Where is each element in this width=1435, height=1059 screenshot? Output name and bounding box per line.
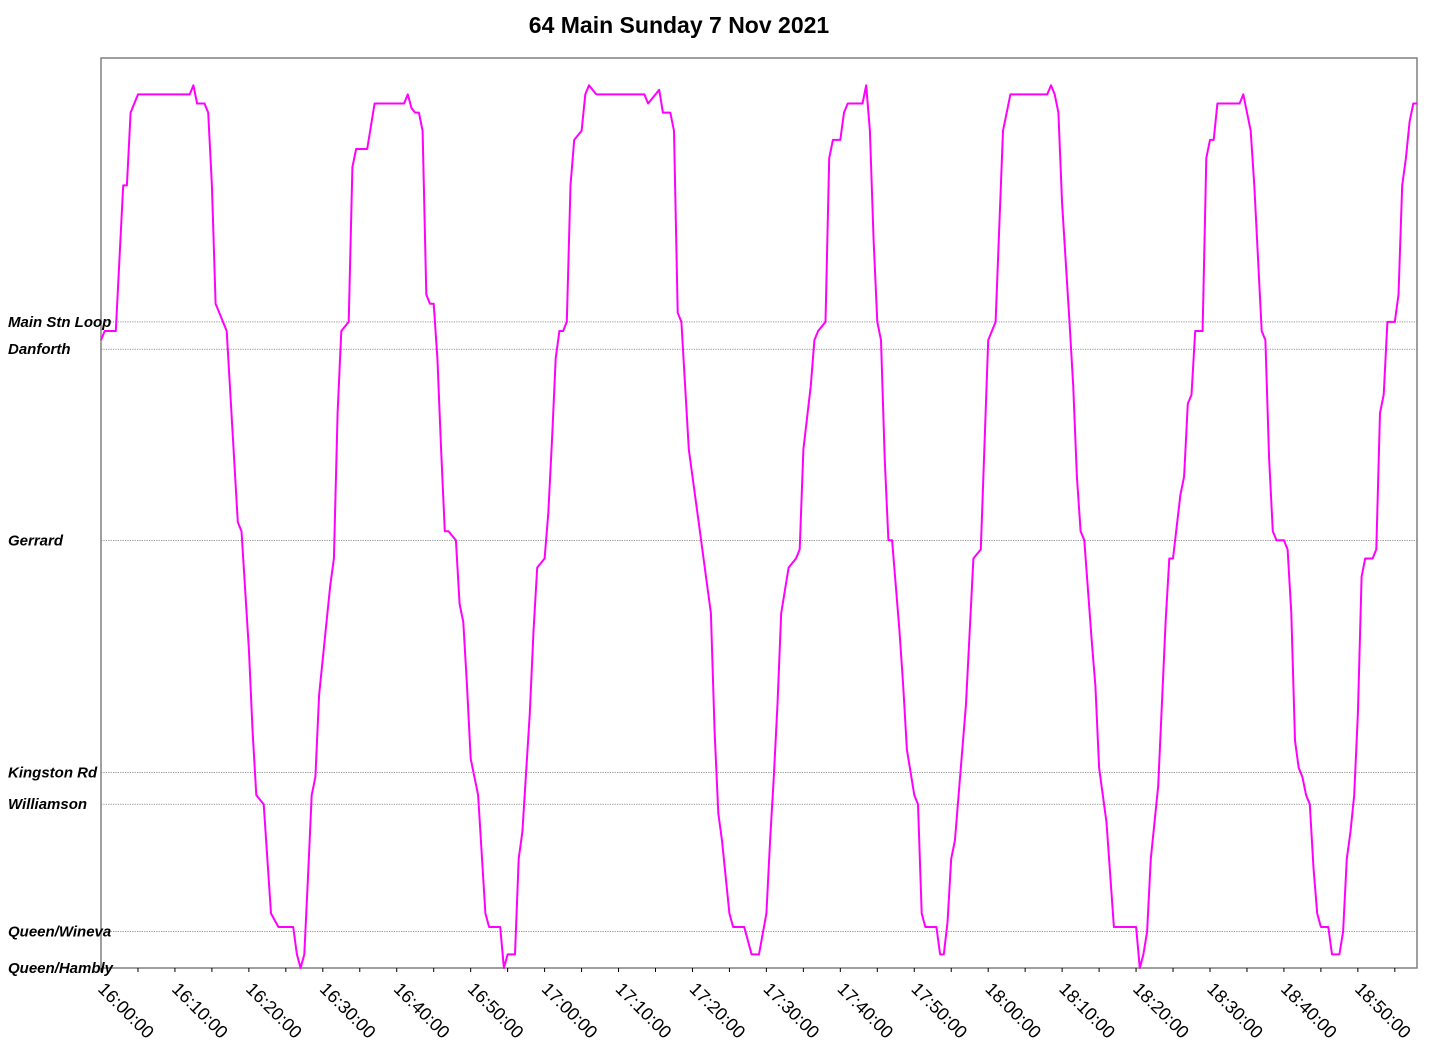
x-tick-label: 16:20:00 [242,979,306,1043]
stop-label: Gerrard [8,532,64,549]
y-axis-labels: Main Stn Loop Danforth Gerrard Kingston Rd W… [8,314,114,977]
x-tick-label: 18:50:00 [1351,979,1415,1043]
stop-label: Kingston Rd [8,764,98,781]
x-axis-ticks: 16:00:00 16:10:00 16:20:00 16:30:00 16:40:00… [94,968,1415,1042]
stop-label: Queen/Wineva [8,924,111,941]
x-tick-label: 17:10:00 [612,979,676,1043]
x-tick-label: 18:10:00 [1055,979,1119,1043]
x-tick-label: 17:00:00 [538,979,602,1043]
x-tick-label: 16:30:00 [316,979,380,1043]
x-tick-label: 18:20:00 [1129,979,1193,1043]
chart-title: 64 Main Sunday 7 Nov 2021 [528,12,830,38]
x-tick-label: 18:30:00 [1203,979,1267,1043]
stop-label: Williamson [8,796,87,813]
stop-label: Main Stn Loop [8,314,111,331]
x-tick-label: 16:50:00 [464,979,528,1043]
stop-label: Queen/Hambly [8,960,114,977]
x-tick-label: 18:00:00 [981,979,1045,1043]
x-tick-label: 16:00:00 [94,979,158,1043]
plot-frame [100,57,1418,969]
grid-lines [101,321,1417,969]
series-layer [100,84,1417,969]
stop-label: Danforth [8,341,71,358]
x-tick-label: 17:50:00 [907,979,971,1043]
x-tick-label: 16:10:00 [168,979,232,1043]
series-line-0 [100,84,1417,969]
x-tick-label: 17:30:00 [760,979,824,1043]
x-tick-label: 18:40:00 [1277,979,1341,1043]
x-tick-label: 17:40:00 [833,979,897,1043]
x-tick-label: 16:40:00 [390,979,454,1043]
x-tick-label: 17:20:00 [686,979,750,1043]
